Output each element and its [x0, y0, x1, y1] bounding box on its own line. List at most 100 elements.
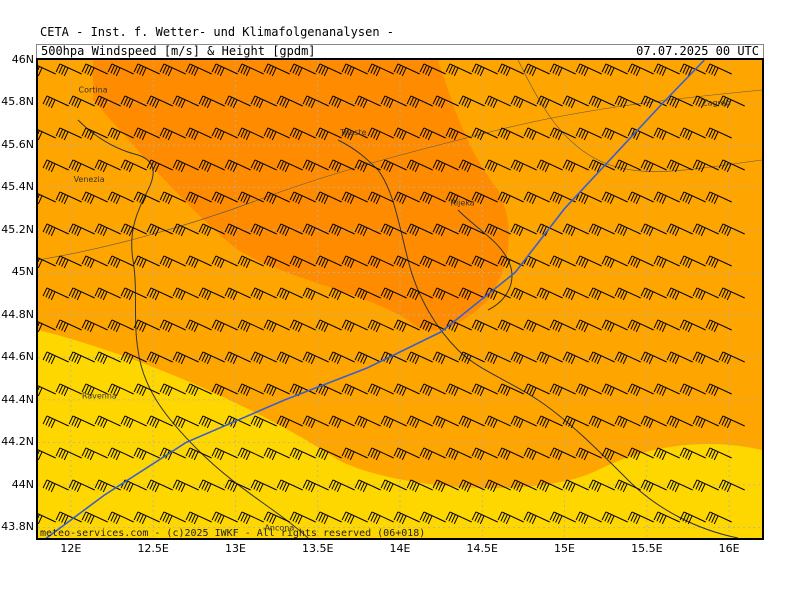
wind-barb — [679, 319, 706, 333]
wind-barb — [146, 479, 173, 493]
wind-barb — [497, 191, 524, 205]
wind-barb — [497, 383, 524, 397]
wind-barb — [185, 63, 212, 77]
wind-barbs — [38, 63, 745, 525]
wind-barb — [42, 159, 69, 173]
wind-barb — [159, 127, 186, 141]
wind-barb — [237, 127, 264, 141]
wind-barb — [263, 383, 290, 397]
wind-barb — [471, 63, 498, 77]
wind-barb — [198, 95, 225, 109]
wind-barb — [185, 511, 212, 525]
wind-barb — [666, 95, 693, 109]
wind-barb — [458, 479, 485, 493]
wind-barb — [289, 447, 316, 461]
wind-barb — [185, 447, 212, 461]
wind-barb — [55, 447, 82, 461]
wind-barb — [653, 191, 680, 205]
wind-barb — [419, 447, 446, 461]
wind-barb — [276, 351, 303, 365]
wind-barb — [250, 415, 277, 429]
wind-barb — [679, 127, 706, 141]
wind-barb — [380, 95, 407, 109]
wind-barb — [432, 415, 459, 429]
wind-barb — [562, 351, 589, 365]
latitude-label: 45.4N — [1, 180, 34, 194]
wind-barb — [81, 447, 108, 461]
wind-barb — [484, 95, 511, 109]
wind-barb — [38, 257, 56, 269]
wind-barb — [445, 255, 472, 269]
wind-barb — [133, 63, 160, 77]
wind-barb — [575, 255, 602, 269]
wind-barb — [497, 63, 524, 77]
wind-barb — [406, 159, 433, 173]
wind-barb — [172, 415, 199, 429]
wind-barb — [185, 383, 212, 397]
wind-barb — [445, 127, 472, 141]
wind-barb — [367, 191, 394, 205]
wind-barb — [549, 63, 576, 77]
latitude-label: 44N — [11, 477, 34, 491]
wind-barb — [263, 63, 290, 77]
wind-barb — [42, 287, 69, 301]
wind-barb — [341, 319, 368, 333]
wind-barb — [523, 447, 550, 461]
wind-barb — [224, 415, 251, 429]
wind-barb — [666, 287, 693, 301]
product-subheader: 500hpa Windspeed [m/s] & Height [gpdm] 0… — [36, 44, 764, 58]
wind-barb — [38, 193, 56, 205]
wind-barb — [575, 511, 602, 525]
wind-barb — [146, 223, 173, 237]
wind-barb — [302, 223, 329, 237]
wind-barb — [55, 511, 82, 525]
wind-barb — [263, 127, 290, 141]
wind-barb — [341, 191, 368, 205]
wind-barb — [653, 447, 680, 461]
wind-barb — [692, 415, 719, 429]
wind-barb — [705, 511, 732, 525]
wind-barb — [302, 287, 329, 301]
wind-barb — [653, 511, 680, 525]
wind-barb — [185, 127, 212, 141]
wind-barb — [549, 319, 576, 333]
wind-barb — [380, 159, 407, 173]
wind-barb — [510, 415, 537, 429]
wind-barb — [458, 95, 485, 109]
wind-barb — [315, 447, 342, 461]
wind-barb — [627, 319, 654, 333]
wind-barb — [588, 223, 615, 237]
latitude-label: 44.6N — [1, 350, 34, 364]
wind-barb — [263, 447, 290, 461]
wind-barb — [627, 383, 654, 397]
wind-barb — [250, 287, 277, 301]
wind-barb — [432, 351, 459, 365]
wind-barb — [679, 447, 706, 461]
wind-barb — [81, 63, 108, 77]
wind-barb — [38, 129, 56, 141]
wind-barb — [367, 383, 394, 397]
wind-barb — [523, 191, 550, 205]
wind-barb — [94, 95, 121, 109]
wind-barb — [484, 415, 511, 429]
wind-barb — [289, 319, 316, 333]
wind-barb — [159, 255, 186, 269]
city-label: Trieste — [339, 128, 366, 137]
wind-barb — [328, 351, 355, 365]
wind-barb — [510, 223, 537, 237]
wind-barb — [276, 95, 303, 109]
wind-barb — [406, 287, 433, 301]
wind-barb — [120, 223, 147, 237]
wind-barb — [302, 479, 329, 493]
wind-barb — [627, 127, 654, 141]
wind-barb — [55, 255, 82, 269]
wind-barb — [562, 415, 589, 429]
wind-barb — [523, 383, 550, 397]
wind-barb — [432, 479, 459, 493]
wind-barb — [55, 127, 82, 141]
wind-barb — [380, 287, 407, 301]
wind-barb — [718, 287, 745, 301]
wind-barb — [718, 351, 745, 365]
wind-barb — [211, 255, 238, 269]
wind-barb — [159, 319, 186, 333]
